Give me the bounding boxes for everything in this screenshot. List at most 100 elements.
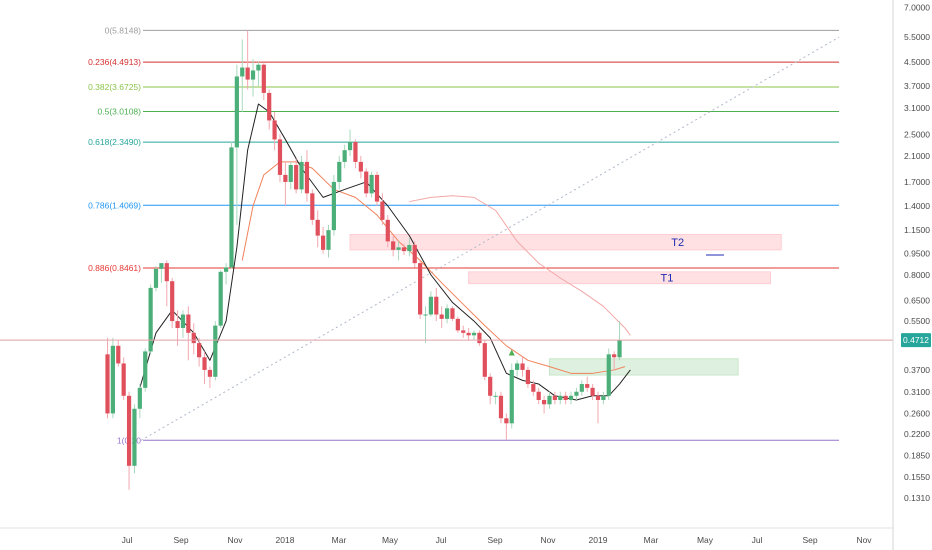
candle-body: [504, 418, 509, 424]
candle-body: [601, 395, 606, 400]
candle-body: [531, 384, 536, 392]
zone-label-t2: T2: [671, 237, 684, 249]
candle-body: [116, 345, 121, 364]
candle-body: [191, 332, 196, 344]
candle-body: [347, 142, 353, 151]
candle-body: [396, 247, 401, 250]
candle-body: [612, 354, 617, 358]
candle-body: [342, 150, 347, 162]
candle-body: [444, 308, 450, 319]
candle-body: [197, 343, 202, 358]
candle-body: [245, 67, 250, 80]
candle-body: [471, 332, 477, 336]
candle-body: [229, 147, 234, 268]
candle-body: [585, 384, 590, 388]
candle-body: [439, 314, 444, 319]
x-tick-label: Jul: [752, 535, 763, 545]
y-tick-label: 2.5000: [904, 129, 930, 139]
candle-body: [250, 70, 256, 80]
y-tick-label: 3.1000: [904, 103, 930, 113]
fib-level-label: 0.5(3.0108): [98, 106, 142, 116]
candle-body: [493, 395, 498, 397]
zone-box: [548, 358, 739, 376]
y-tick-label: 0.1310: [904, 493, 930, 503]
candle-body: [498, 395, 504, 419]
y-tick-label: 2.1000: [904, 151, 930, 161]
candle-body: [315, 219, 320, 236]
candle-body: [267, 92, 272, 121]
candle-body: [369, 174, 374, 194]
candles-layer: [105, 30, 622, 490]
candle-body: [617, 340, 622, 358]
candle-body: [488, 376, 493, 396]
x-tick-label: Jul: [122, 535, 133, 545]
x-tick-label: Mar: [644, 535, 659, 545]
y-tick-label: 0.8000: [904, 270, 930, 280]
candle-body: [256, 64, 261, 71]
candle-body: [509, 369, 514, 424]
candle-body: [148, 287, 153, 352]
candle-body: [401, 247, 407, 252]
candle-body: [380, 201, 385, 220]
candle-body: [326, 230, 331, 250]
x-tick-label: Sep: [173, 535, 188, 545]
x-tick-label: Nov: [856, 535, 872, 545]
y-tick-label: 1.1500: [904, 225, 930, 235]
x-tick-label: 2018: [276, 535, 295, 545]
candle-body: [374, 174, 380, 202]
candle-body: [606, 354, 611, 396]
y-tick-label: 5.5000: [904, 32, 930, 42]
candle-body: [337, 161, 342, 182]
ma-200-line: [409, 195, 631, 336]
x-tick-label: May: [382, 535, 399, 545]
y-tick-label: 0.6500: [904, 295, 930, 305]
candle-body: [525, 369, 531, 385]
trend-line-layer: [140, 36, 840, 441]
x-tick-label: Nov: [227, 535, 243, 545]
candle-body: [391, 241, 396, 250]
candle-body: [515, 363, 520, 370]
y-tick-label: 0.1850: [904, 450, 930, 460]
candle-body: [153, 268, 159, 288]
current-price-layer: 0.4712: [0, 333, 931, 348]
y-tick-label: 0.2200: [904, 429, 930, 439]
fibonacci-levels: 0(5.8148) 0.236(4.4913) 0.382(3.6725) 0.5(3…: [88, 25, 839, 445]
candle-body: [261, 64, 266, 93]
fib-level-label: 0.786(1.4069): [88, 200, 141, 210]
candle-body: [477, 332, 482, 344]
candle-body: [558, 395, 563, 400]
candle-body: [563, 395, 568, 400]
x-tick-label: Jul: [436, 535, 447, 545]
fib-level-label: 0.618(2.3490): [88, 137, 141, 147]
candle-body: [105, 354, 110, 414]
candle-body: [223, 267, 229, 272]
y-tick-label: 1.7000: [904, 177, 930, 187]
candle-body: [164, 263, 169, 282]
trend-line: [140, 36, 840, 441]
candle-body: [450, 308, 455, 319]
candle-body: [423, 314, 428, 316]
candle-body: [412, 244, 417, 264]
zone-label-t1: T1: [660, 273, 673, 285]
candle-body: [186, 314, 191, 333]
candle-body: [207, 369, 213, 377]
candle-body: [466, 332, 471, 336]
x-tick-label: Sep: [487, 535, 502, 545]
candle-body: [536, 391, 541, 400]
candle-body: [277, 139, 283, 175]
y-tick-label: 0.5500: [904, 316, 930, 326]
candle-body: [240, 67, 245, 77]
candle-body: [358, 161, 363, 172]
candle-body: [299, 161, 304, 190]
candle-body: [175, 321, 180, 328]
candle-body: [568, 395, 574, 400]
candle-body: [272, 120, 277, 140]
y-tick-label: 0.2600: [904, 408, 930, 418]
zone-box: [349, 234, 782, 251]
candle-body: [541, 399, 547, 405]
candle-body: [180, 314, 186, 328]
candle-body: [202, 357, 207, 370]
candle-body: [218, 271, 223, 326]
y-tick-label: 1.4000: [904, 201, 930, 211]
